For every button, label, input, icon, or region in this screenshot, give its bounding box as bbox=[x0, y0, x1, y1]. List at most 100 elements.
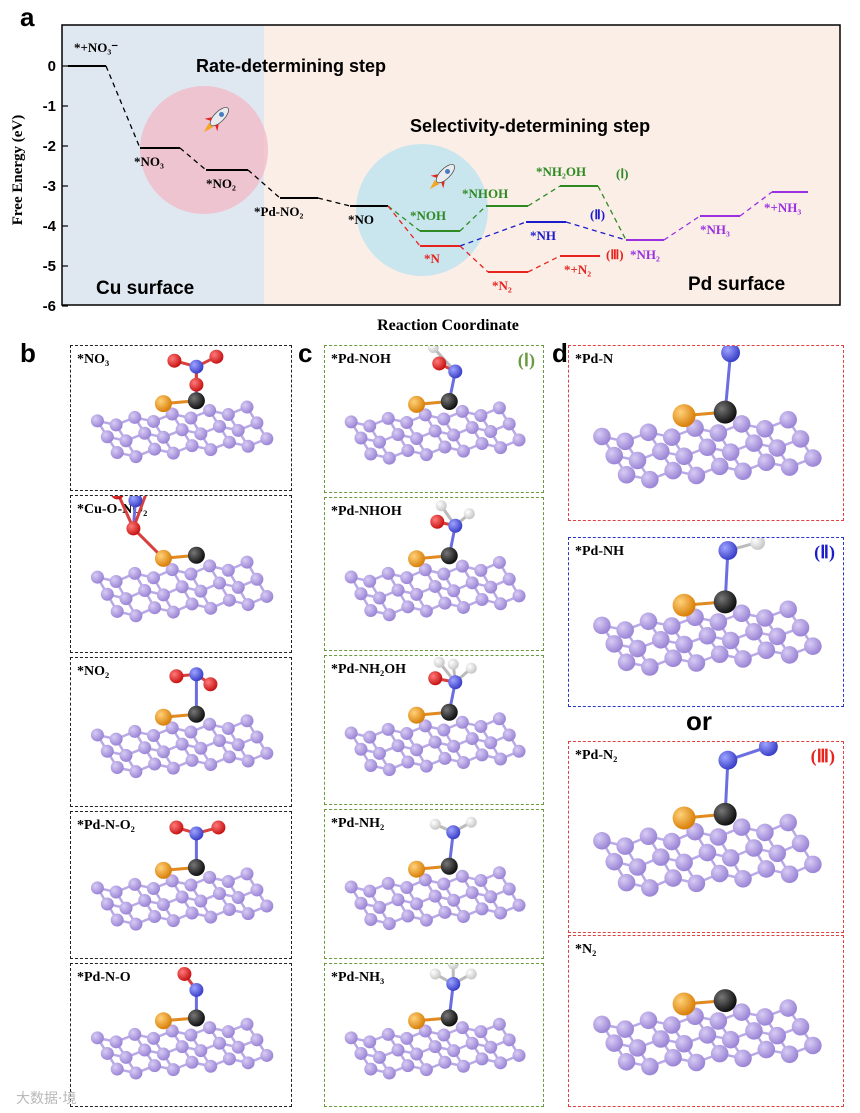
c-atom bbox=[440, 547, 458, 565]
adsorbate-label: *Pd-NH bbox=[575, 544, 624, 559]
pd-atom bbox=[364, 759, 378, 773]
y-axis-ticks bbox=[62, 65, 68, 307]
pd-atom bbox=[687, 654, 706, 672]
pd-atom bbox=[455, 869, 469, 883]
pd-atom bbox=[391, 583, 405, 597]
y-tick-label: -1 bbox=[43, 98, 56, 115]
pd-atom bbox=[710, 1044, 729, 1063]
h-atom bbox=[447, 964, 459, 970]
pd-atom bbox=[221, 563, 235, 577]
y-axis-label: Free Energy (eV) bbox=[10, 115, 26, 226]
pd-atom bbox=[664, 869, 682, 887]
pd-atom bbox=[401, 909, 415, 923]
panel-d-box: *Pd-N bbox=[568, 345, 844, 521]
pd-atom bbox=[732, 818, 751, 836]
pd-atom bbox=[756, 1008, 774, 1026]
level-label: *Pd-NO₂ bbox=[254, 204, 304, 219]
pd-atom bbox=[419, 759, 433, 773]
h-atom bbox=[750, 538, 766, 550]
pd-atom bbox=[175, 890, 189, 904]
pd-atom bbox=[475, 1052, 489, 1066]
pd-atom bbox=[401, 444, 415, 458]
pd-atom bbox=[780, 458, 799, 476]
pd-atom bbox=[605, 1034, 623, 1052]
pd-atom bbox=[639, 423, 658, 442]
n-atom bbox=[448, 364, 463, 379]
pd-atom bbox=[221, 721, 235, 735]
pd-atom bbox=[652, 1030, 670, 1048]
pd-atom bbox=[260, 589, 274, 603]
pd-atom bbox=[428, 1040, 442, 1054]
pd-atom bbox=[400, 1031, 414, 1045]
pd-atom bbox=[400, 727, 414, 741]
pd-atom bbox=[465, 1036, 479, 1050]
pd-atom bbox=[148, 757, 162, 771]
pd-atom bbox=[128, 1027, 142, 1041]
pd-atom bbox=[184, 725, 198, 739]
pd-atom bbox=[175, 1040, 189, 1054]
pd-atom bbox=[221, 408, 235, 422]
slab-model bbox=[90, 966, 274, 1080]
pd-atom bbox=[373, 1050, 386, 1064]
pd-atom bbox=[184, 878, 198, 892]
adsorbate-label: *Pd-NH₂OH bbox=[331, 662, 406, 677]
pd-atom bbox=[231, 1040, 245, 1054]
o-atom bbox=[209, 349, 224, 364]
panel-b-box: *NO₃ bbox=[70, 345, 292, 491]
slab-model bbox=[90, 496, 274, 623]
pd-atom bbox=[250, 883, 264, 897]
slab-model bbox=[344, 500, 526, 622]
adsorbate-label: *NO₃ bbox=[77, 352, 110, 367]
c-atom bbox=[187, 546, 205, 564]
pd-atom bbox=[474, 563, 488, 577]
pd-atom bbox=[363, 419, 377, 433]
pd-atom bbox=[175, 737, 189, 751]
c-atom bbox=[187, 858, 205, 876]
pd-atom bbox=[745, 622, 763, 641]
pd-atom bbox=[652, 631, 670, 649]
pd-atom bbox=[664, 1048, 682, 1067]
panel-d-box: *N₂ bbox=[568, 935, 844, 1107]
pd-atom bbox=[129, 450, 143, 464]
pd-atom bbox=[780, 646, 799, 664]
pd-atom bbox=[710, 864, 729, 883]
n-atom bbox=[189, 982, 204, 997]
pd-surface-region bbox=[264, 25, 840, 305]
pd-atom bbox=[593, 1015, 611, 1034]
pd-atom bbox=[428, 424, 442, 438]
pd-atom bbox=[147, 571, 160, 585]
pd-atom bbox=[709, 828, 728, 846]
pd-atom bbox=[734, 650, 752, 668]
adsorbate-label: *Cu-O-NO₂ bbox=[77, 502, 148, 517]
pd-atom bbox=[344, 726, 358, 740]
pd-atom bbox=[484, 425, 498, 439]
or-label: or bbox=[686, 706, 712, 736]
pd-atom bbox=[779, 813, 797, 832]
pd-atom bbox=[391, 1043, 405, 1057]
pd-atom bbox=[381, 876, 395, 890]
pd-atom bbox=[756, 823, 774, 842]
pd-atom bbox=[768, 627, 787, 646]
pd-atom bbox=[493, 597, 507, 611]
pd-atom bbox=[502, 417, 516, 431]
c-atom bbox=[187, 392, 205, 410]
pd-atom bbox=[734, 1049, 752, 1068]
pd-atom bbox=[203, 870, 217, 884]
y-tick-label: -3 bbox=[43, 178, 56, 195]
n-atom bbox=[189, 667, 204, 682]
pd-atom bbox=[791, 618, 810, 637]
pd-atom bbox=[410, 587, 424, 601]
pd-atom bbox=[119, 434, 133, 448]
pd-atom bbox=[185, 597, 199, 611]
pd-atom bbox=[250, 730, 264, 744]
pd-atom bbox=[438, 1055, 452, 1069]
pd-atom bbox=[203, 1021, 217, 1035]
pd-atom bbox=[447, 1044, 461, 1058]
h-atom bbox=[433, 656, 445, 668]
pd-atom bbox=[400, 571, 414, 585]
energy-diagram: 0 -1 -2 -3 -4 -5 -6 Free Energy (eV) Rea… bbox=[10, 24, 841, 334]
c-atom bbox=[440, 392, 458, 410]
pd-atom bbox=[128, 724, 142, 738]
pd-atom bbox=[363, 884, 377, 898]
pd-atom bbox=[438, 751, 452, 765]
